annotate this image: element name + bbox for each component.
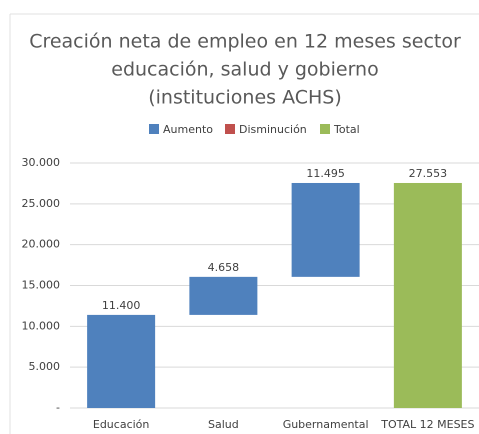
y-tick-label: 30.000 <box>22 156 61 169</box>
value-label: 11.400 <box>102 299 141 312</box>
value-label: 11.495 <box>306 167 345 180</box>
chart-title: educación, salud y gobierno <box>111 59 378 81</box>
bar <box>291 182 360 277</box>
value-label: 4.658 <box>208 261 240 274</box>
x-tick-label: Gubernamental <box>283 418 369 431</box>
y-tick-label: 15.000 <box>22 279 61 292</box>
legend-swatch <box>149 124 159 134</box>
x-tick-label: TOTAL 12 MESES <box>380 418 474 431</box>
bar <box>393 182 462 408</box>
y-tick-label: 25.000 <box>22 197 61 210</box>
bar <box>189 276 258 315</box>
x-tick-label: Salud <box>208 418 239 431</box>
chart-title: Creación neta de empleo en 12 meses sect… <box>29 31 461 53</box>
bar <box>87 314 156 408</box>
y-tick-label: 10.000 <box>22 319 61 332</box>
chart-title: (instituciones ACHS) <box>148 87 342 109</box>
x-tick-label: Educación <box>93 418 150 431</box>
legend-label: Disminución <box>239 123 307 136</box>
legend-swatch <box>225 124 235 134</box>
legend-label: Aumento <box>163 123 213 136</box>
y-tick-label: - <box>56 401 60 414</box>
y-tick-label: 5.000 <box>29 360 61 373</box>
y-tick-label: 20.000 <box>22 238 61 251</box>
legend-label: Total <box>333 123 360 136</box>
value-label: 27.553 <box>409 167 448 180</box>
legend-swatch <box>320 124 330 134</box>
